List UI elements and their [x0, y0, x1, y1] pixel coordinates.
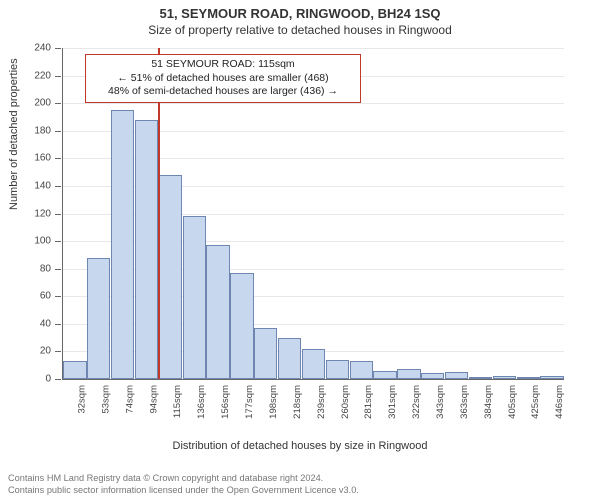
y-tick	[55, 48, 61, 49]
histogram-bar	[111, 110, 134, 379]
attribution-text: Contains HM Land Registry data © Crown c…	[8, 473, 592, 496]
attribution-line: Contains HM Land Registry data © Crown c…	[8, 473, 592, 485]
y-tick-label: 160	[23, 153, 51, 164]
y-tick	[55, 76, 61, 77]
y-tick	[55, 351, 61, 352]
histogram-bar	[493, 376, 516, 379]
y-tick-label: 240	[23, 43, 51, 54]
y-tick	[55, 324, 61, 325]
histogram-bar	[183, 216, 206, 379]
callout-title: 51 SEYMOUR ROAD: 115sqm	[92, 58, 354, 72]
y-tick-label: 0	[23, 374, 51, 385]
histogram-bar	[87, 258, 110, 379]
y-tick	[55, 186, 61, 187]
y-tick-label: 180	[23, 125, 51, 136]
gridline	[63, 103, 564, 104]
page-title: 51, SEYMOUR ROAD, RINGWOOD, BH24 1SQ	[0, 0, 600, 21]
y-tick	[55, 158, 61, 159]
histogram-bar	[517, 377, 540, 379]
histogram-bar	[254, 328, 277, 379]
y-tick	[55, 269, 61, 270]
y-tick-label: 100	[23, 236, 51, 247]
histogram-bar	[397, 369, 420, 379]
histogram-bar	[350, 361, 373, 379]
histogram-bar	[159, 175, 182, 379]
y-tick-label: 40	[23, 318, 51, 329]
y-tick	[55, 103, 61, 104]
histogram-bar	[302, 349, 325, 379]
histogram-bar	[540, 376, 563, 379]
callout-box: 51 SEYMOUR ROAD: 115sqm← 51% of detached…	[85, 54, 361, 103]
callout-smaller: ← 51% of detached houses are smaller (46…	[92, 72, 354, 86]
gridline	[63, 48, 564, 49]
y-tick-label: 220	[23, 70, 51, 81]
histogram-bar	[230, 273, 253, 379]
histogram-bar	[326, 360, 349, 379]
histogram-bar	[63, 361, 86, 379]
y-tick-label: 200	[23, 98, 51, 109]
callout-larger: 48% of semi-detached houses are larger (…	[92, 85, 354, 99]
y-tick	[55, 379, 61, 380]
histogram-bar	[445, 372, 468, 379]
attribution-line: Contains public sector information licen…	[8, 485, 592, 497]
y-axis-title: Number of detached properties	[8, 58, 20, 210]
histogram-plot: 02040608010012014016018020022024032sqm53…	[62, 48, 564, 380]
histogram-bar	[206, 245, 229, 379]
y-tick-label: 140	[23, 180, 51, 191]
histogram-bar	[469, 377, 492, 379]
y-tick-label: 120	[23, 208, 51, 219]
y-tick	[55, 241, 61, 242]
y-tick-label: 60	[23, 291, 51, 302]
histogram-bar	[135, 120, 158, 379]
x-axis-title: Distribution of detached houses by size …	[0, 440, 600, 452]
y-tick-label: 20	[23, 346, 51, 357]
y-tick-label: 80	[23, 263, 51, 274]
histogram-bar	[278, 338, 301, 379]
y-tick	[55, 296, 61, 297]
page-subtitle: Size of property relative to detached ho…	[0, 21, 600, 41]
histogram-bar	[421, 373, 444, 379]
y-tick	[55, 214, 61, 215]
y-tick	[55, 131, 61, 132]
histogram-bar	[373, 371, 396, 379]
